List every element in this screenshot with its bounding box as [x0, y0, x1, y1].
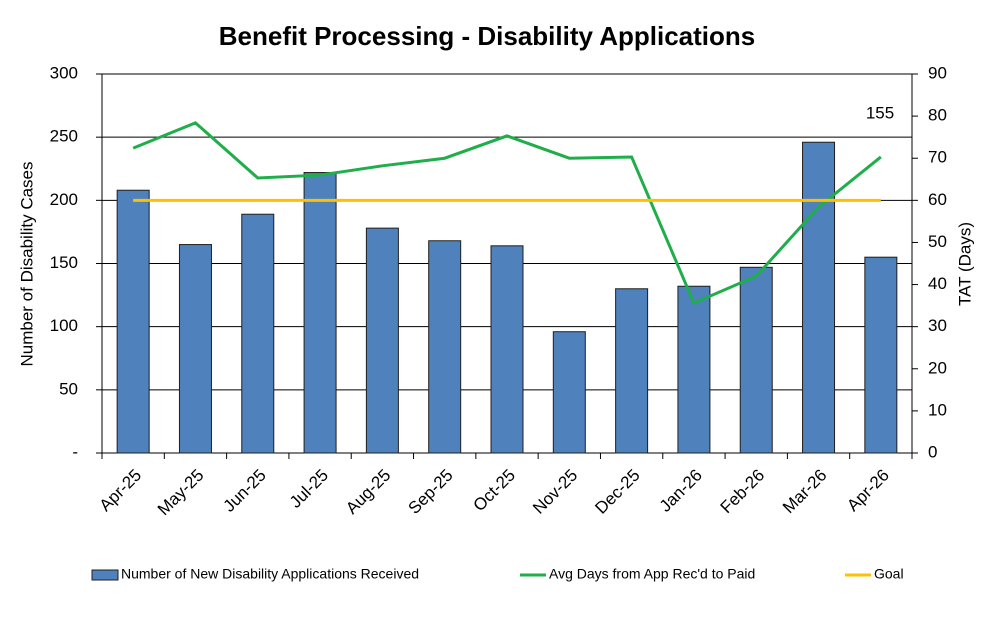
bar	[303, 172, 337, 454]
bar	[365, 227, 399, 454]
y2-tick-label: 20	[928, 358, 947, 377]
legend-label: Number of New Disability Applications Re…	[121, 566, 419, 582]
bar	[241, 213, 275, 454]
y2-tick-label: 60	[928, 190, 947, 209]
y2-tick-label: 80	[928, 106, 947, 125]
bar	[178, 244, 212, 454]
bar	[677, 285, 711, 454]
y-tick-label: 250	[50, 127, 78, 146]
y-tick-label: 150	[50, 253, 78, 272]
legend-label: Avg Days from App Rec'd to Paid	[549, 566, 755, 582]
bar	[802, 141, 836, 454]
y2-tick-label: 40	[928, 274, 947, 293]
y-tick-label: 200	[50, 190, 78, 209]
bar	[490, 245, 524, 454]
bar	[864, 256, 898, 454]
y2-axis-label: TAT (Days)	[955, 222, 974, 306]
y2-tick-label: 30	[928, 316, 947, 335]
bar	[552, 331, 586, 454]
y-tick-label: 50	[59, 379, 78, 398]
chart-title: Benefit Processing - Disability Applicat…	[219, 21, 755, 51]
y-tick-label: 100	[50, 316, 78, 335]
line	[132, 121, 882, 306]
annotation: 155	[866, 103, 894, 122]
legend-label: Goal	[874, 566, 904, 582]
bar	[739, 266, 773, 454]
bar	[116, 189, 150, 454]
y2-tick-label: 50	[928, 232, 947, 251]
y2-tick-label: 90	[928, 63, 947, 82]
y2-tick-label: 10	[928, 400, 947, 419]
legend-swatch	[91, 569, 119, 581]
bar	[615, 288, 649, 454]
y2-tick-label: 70	[928, 148, 947, 167]
y2-tick-label: 0	[928, 442, 937, 461]
y-tick-label: -	[72, 442, 78, 461]
y-axis-label: Number of Disability Cases	[17, 161, 36, 366]
bar	[428, 240, 462, 454]
y-tick-label: 300	[50, 63, 78, 82]
